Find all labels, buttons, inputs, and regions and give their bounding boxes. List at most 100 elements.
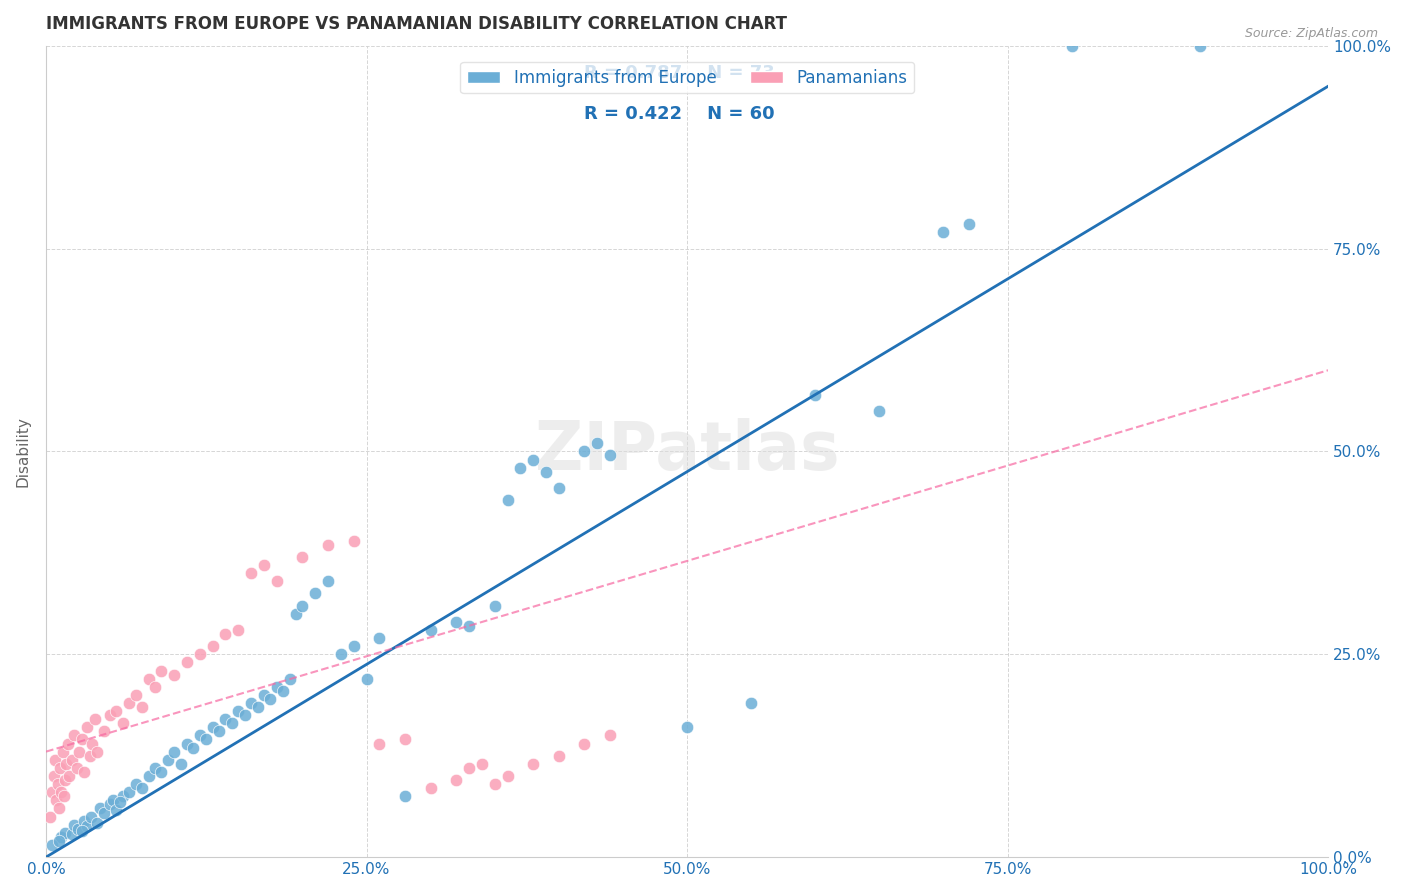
Text: ZIPatlas: ZIPatlas xyxy=(534,418,839,484)
Point xyxy=(143,761,166,775)
Point xyxy=(83,712,105,726)
Point xyxy=(56,737,79,751)
Point xyxy=(76,720,98,734)
Point xyxy=(509,460,531,475)
Point xyxy=(55,756,77,771)
Point xyxy=(329,647,352,661)
Point xyxy=(60,753,83,767)
Point xyxy=(233,708,256,723)
Point xyxy=(51,785,73,799)
Point xyxy=(496,493,519,508)
Point xyxy=(278,672,301,686)
Point xyxy=(38,809,60,823)
Point xyxy=(150,664,173,678)
Point xyxy=(253,688,276,702)
Point xyxy=(291,599,314,613)
Point xyxy=(70,732,93,747)
Point xyxy=(176,656,198,670)
Point xyxy=(195,732,218,747)
Point xyxy=(66,761,89,775)
Point xyxy=(46,777,69,791)
Point xyxy=(522,452,544,467)
Point xyxy=(356,672,378,686)
Point xyxy=(253,558,276,572)
Point xyxy=(42,769,65,783)
Point xyxy=(804,387,827,401)
Point xyxy=(240,696,263,710)
Point xyxy=(150,764,173,779)
Point xyxy=(67,745,90,759)
Point xyxy=(82,737,104,751)
Point xyxy=(143,680,166,694)
Text: R = 0.787    N = 73: R = 0.787 N = 73 xyxy=(585,64,775,82)
Point xyxy=(63,728,86,742)
Point xyxy=(368,631,391,645)
Text: IMMIGRANTS FROM EUROPE VS PANAMANIAN DISABILITY CORRELATION CHART: IMMIGRANTS FROM EUROPE VS PANAMANIAN DIS… xyxy=(46,15,787,33)
Point xyxy=(343,533,366,548)
Point xyxy=(98,708,121,723)
Point xyxy=(51,830,73,844)
Point xyxy=(394,732,416,747)
Point xyxy=(138,769,160,783)
Legend: Immigrants from Europe, Panamanians: Immigrants from Europe, Panamanians xyxy=(460,62,914,94)
Point xyxy=(52,745,75,759)
Point xyxy=(118,785,141,799)
Point xyxy=(111,716,134,731)
Point xyxy=(79,748,101,763)
Point xyxy=(458,761,481,775)
Point xyxy=(1188,38,1211,53)
Point xyxy=(522,756,544,771)
Point xyxy=(208,724,231,739)
Point xyxy=(125,777,148,791)
Point xyxy=(471,756,494,771)
Point xyxy=(534,465,557,479)
Point xyxy=(73,814,96,828)
Point xyxy=(285,607,308,621)
Point xyxy=(163,745,186,759)
Point xyxy=(201,639,224,653)
Point xyxy=(58,769,80,783)
Point xyxy=(957,217,980,231)
Point xyxy=(368,737,391,751)
Point xyxy=(246,700,269,714)
Point xyxy=(446,772,468,787)
Point xyxy=(484,777,506,791)
Point xyxy=(188,728,211,742)
Point xyxy=(586,436,609,450)
Point xyxy=(214,627,236,641)
Point xyxy=(496,769,519,783)
Point xyxy=(48,834,70,848)
Point xyxy=(176,737,198,751)
Point xyxy=(266,680,288,694)
Point xyxy=(49,761,72,775)
Point xyxy=(131,700,153,714)
Point xyxy=(259,692,281,706)
Point xyxy=(458,619,481,633)
Point xyxy=(80,809,103,823)
Point xyxy=(60,827,83,841)
Point xyxy=(304,586,326,600)
Point xyxy=(1060,38,1083,53)
Point xyxy=(188,647,211,661)
Point xyxy=(183,740,205,755)
Point xyxy=(41,838,63,852)
Point xyxy=(138,672,160,686)
Point xyxy=(291,549,314,564)
Point xyxy=(676,720,699,734)
Point xyxy=(740,696,762,710)
Point xyxy=(86,745,108,759)
Text: Source: ZipAtlas.com: Source: ZipAtlas.com xyxy=(1244,27,1378,40)
Point xyxy=(446,615,468,629)
Point xyxy=(547,481,569,495)
Point xyxy=(266,574,288,589)
Point xyxy=(93,805,115,820)
Point xyxy=(52,789,75,804)
Point xyxy=(89,801,111,815)
Point xyxy=(105,803,128,817)
Point xyxy=(226,623,249,637)
Point xyxy=(343,639,366,653)
Point xyxy=(419,623,441,637)
Y-axis label: Disability: Disability xyxy=(15,416,30,487)
Point xyxy=(240,566,263,581)
Point xyxy=(316,574,339,589)
